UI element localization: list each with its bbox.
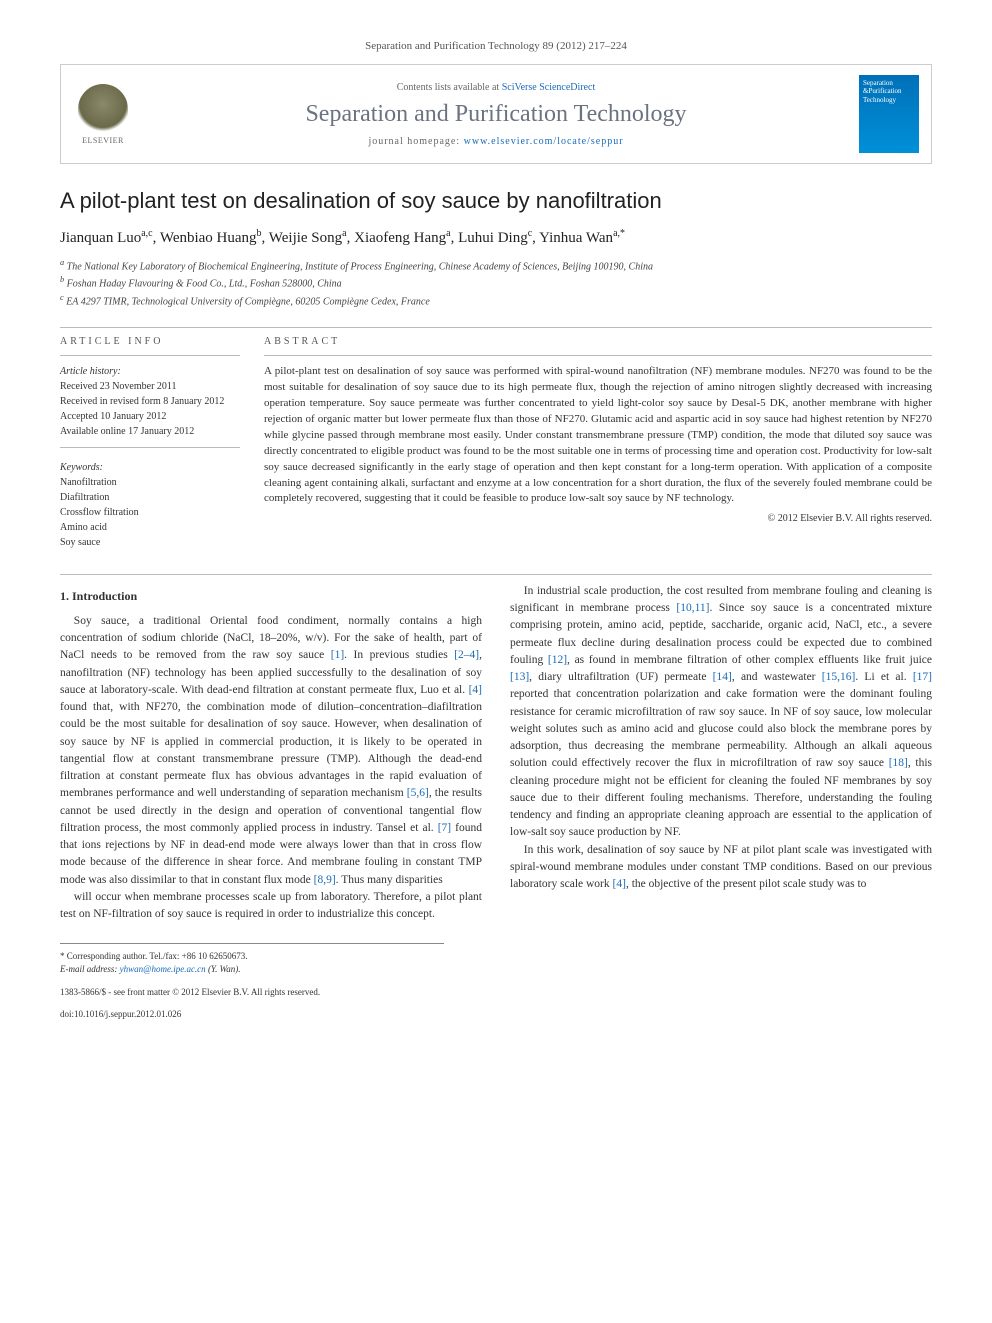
contents-available-line: Contents lists available at SciVerse Sci…: [145, 82, 847, 93]
footer-block: * Corresponding author. Tel./fax: +86 10…: [60, 943, 444, 1020]
citation-ref[interactable]: [4]: [613, 878, 626, 890]
divider: [60, 355, 240, 356]
affiliation: b Foshan Haday Flavouring & Food Co., Lt…: [60, 274, 932, 291]
info-abstract-row: ARTICLE INFO Article history: Received 2…: [60, 336, 932, 550]
authors-line: Jianquan Luoa,c, Wenbiao Huangb, Weijie …: [60, 228, 932, 247]
citation-ref[interactable]: [8,9]: [314, 874, 336, 886]
citation-ref[interactable]: [7]: [438, 822, 451, 834]
body-paragraph: Soy sauce, a traditional Oriental food c…: [60, 613, 482, 889]
affiliation: c EA 4297 TIMR, Technological University…: [60, 292, 932, 309]
cover-line2: &Purification: [863, 87, 915, 95]
history-item: Available online 17 January 2012: [60, 424, 240, 439]
history-item: Accepted 10 January 2012: [60, 409, 240, 424]
keywords-label: Keywords:: [60, 460, 240, 475]
history-label: Article history:: [60, 364, 240, 379]
citation-line: Separation and Purification Technology 8…: [60, 40, 932, 52]
citation-ref[interactable]: [2–4]: [454, 649, 479, 661]
doi-line: doi:10.1016/j.seppur.2012.01.026: [60, 1008, 444, 1021]
abstract-heading: ABSTRACT: [264, 336, 932, 347]
author: Weijie Songa: [269, 230, 347, 246]
body-paragraph: In this work, desalination of soy sauce …: [510, 842, 932, 894]
author: Wenbiao Huangb: [160, 230, 262, 246]
keyword: Amino acid: [60, 520, 240, 535]
divider: [60, 447, 240, 448]
keyword: Diafiltration: [60, 490, 240, 505]
publisher-name: ELSEVIER: [82, 136, 124, 145]
abstract-column: ABSTRACT A pilot-plant test on desalinat…: [264, 336, 932, 550]
elsevier-logo: ELSEVIER: [73, 79, 133, 149]
homepage-line: journal homepage: www.elsevier.com/locat…: [145, 136, 847, 147]
article-info-column: ARTICLE INFO Article history: Received 2…: [60, 336, 240, 550]
affiliation: a The National Key Laboratory of Biochem…: [60, 257, 932, 274]
article-title: A pilot-plant test on desalination of so…: [60, 188, 932, 214]
header-center: Contents lists available at SciVerse Sci…: [145, 82, 847, 147]
body-paragraph: will occur when membrane processes scale…: [60, 889, 482, 924]
issn-line: 1383-5866/$ - see front matter © 2012 El…: [60, 986, 444, 999]
divider: [60, 574, 932, 575]
corresponding-author: * Corresponding author. Tel./fax: +86 10…: [60, 950, 444, 963]
keywords-block: Keywords: Nanofiltration Diafiltration C…: [60, 460, 240, 550]
history-block: Article history: Received 23 November 20…: [60, 364, 240, 439]
citation-ref[interactable]: [4]: [469, 684, 482, 696]
journal-header-box: ELSEVIER Contents lists available at Sci…: [60, 64, 932, 164]
citation-ref[interactable]: [12]: [548, 654, 567, 666]
divider: [264, 355, 932, 356]
keyword: Soy sauce: [60, 535, 240, 550]
page: Separation and Purification Technology 8…: [0, 0, 992, 1061]
keyword: Nanofiltration: [60, 475, 240, 490]
journal-title: Separation and Purification Technology: [145, 101, 847, 128]
journal-cover-thumbnail: Separation &Purification Technology: [859, 75, 919, 153]
copyright-line: © 2012 Elsevier B.V. All rights reserved…: [264, 513, 932, 524]
cover-line1: Separation: [863, 79, 915, 87]
citation-ref[interactable]: [18]: [889, 757, 908, 769]
sciencedirect-link[interactable]: SciVerse ScienceDirect: [502, 82, 596, 93]
email-line: E-mail address: yhwan@home.ipe.ac.cn (Y.…: [60, 963, 444, 976]
citation-ref[interactable]: [15,16]: [822, 671, 856, 683]
history-item: Received in revised form 8 January 2012: [60, 394, 240, 409]
author: Xiaofeng Hanga: [354, 230, 451, 246]
email-label: E-mail address:: [60, 964, 120, 974]
article-info-heading: ARTICLE INFO: [60, 336, 240, 347]
author: Yinhua Wana,*: [539, 230, 625, 246]
email-name: (Y. Wan).: [206, 964, 241, 974]
author: Jianquan Luoa,c: [60, 230, 153, 246]
contents-prefix: Contents lists available at: [397, 82, 502, 93]
section-heading-intro: 1. Introduction: [60, 587, 482, 605]
citation-ref[interactable]: [1]: [331, 649, 344, 661]
citation-ref[interactable]: [5,6]: [407, 787, 429, 799]
author: Luhui Dingc: [458, 230, 532, 246]
homepage-prefix: journal homepage:: [368, 136, 463, 147]
divider: [60, 327, 932, 328]
citation-ref[interactable]: [17]: [913, 671, 932, 683]
affiliations: a The National Key Laboratory of Biochem…: [60, 257, 932, 309]
elsevier-tree-icon: [78, 84, 128, 134]
email-link[interactable]: yhwan@home.ipe.ac.cn: [120, 964, 206, 974]
body-paragraph: In industrial scale production, the cost…: [510, 583, 932, 842]
citation-ref[interactable]: [10,11]: [676, 602, 709, 614]
citation-ref[interactable]: [14]: [713, 671, 732, 683]
body-text: 1. Introduction Soy sauce, a traditional…: [60, 583, 932, 924]
cover-line3: Technology: [863, 96, 915, 104]
history-item: Received 23 November 2011: [60, 379, 240, 394]
abstract-text: A pilot-plant test on desalination of so…: [264, 364, 932, 507]
homepage-link[interactable]: www.elsevier.com/locate/seppur: [464, 136, 624, 147]
keyword: Crossflow filtration: [60, 505, 240, 520]
citation-ref[interactable]: [13]: [510, 671, 529, 683]
